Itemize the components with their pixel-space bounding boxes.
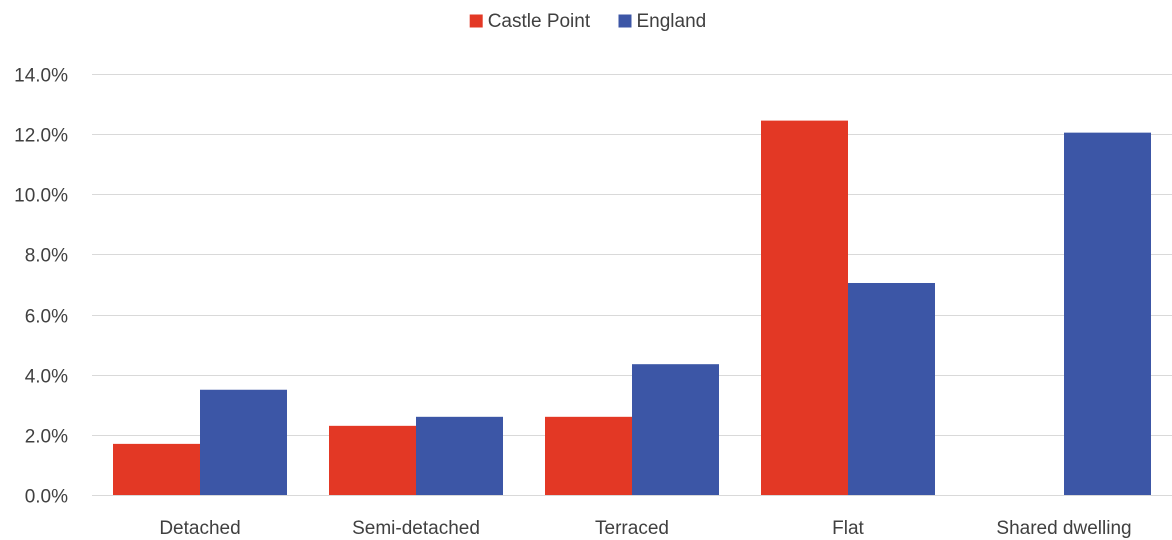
bar-england-semi-detached — [416, 416, 503, 495]
legend-label-castle-point: Castle Point — [488, 11, 591, 32]
x-tick-label: Terraced — [595, 518, 669, 539]
y-tick-label: 14.0% — [14, 66, 68, 87]
legend-label-england: England — [637, 11, 707, 32]
bar-england-terraced — [632, 364, 719, 495]
y-tick-label: 4.0% — [25, 367, 68, 388]
bar-castle-point-semi-detached — [329, 425, 416, 495]
x-tick-label: Detached — [159, 518, 240, 539]
bar-england-flat — [848, 282, 935, 495]
y-tick-label: 6.0% — [25, 307, 68, 328]
x-tick-label: Shared dwelling — [996, 518, 1131, 539]
x-axis: Detached Semi-detached Terraced Flat Shared … — [159, 518, 1131, 539]
y-axis: 0.0% 2.0% 4.0% 6.0% 8.0% 10.0% 12.0% 14.0% — [14, 66, 68, 508]
legend-swatch-england — [618, 14, 632, 28]
y-tick-label: 0.0% — [25, 487, 68, 508]
y-tick-label: 2.0% — [25, 427, 68, 448]
bar-england-detached — [200, 389, 287, 495]
legend: Castle Point England — [469, 11, 707, 32]
y-tick-label: 8.0% — [25, 246, 68, 267]
bar-castle-point-detached — [113, 443, 200, 495]
bar-castle-point-terraced — [545, 416, 632, 495]
legend-swatch-castle-point — [469, 14, 483, 28]
bar-england-shared-dwelling — [1064, 132, 1151, 495]
bars — [113, 120, 1151, 495]
y-tick-label: 10.0% — [14, 186, 68, 207]
x-tick-label: Flat — [832, 518, 864, 539]
bar-castle-point-flat — [761, 120, 848, 495]
x-tick-label: Semi-detached — [352, 518, 480, 539]
y-tick-label: 12.0% — [14, 126, 68, 147]
